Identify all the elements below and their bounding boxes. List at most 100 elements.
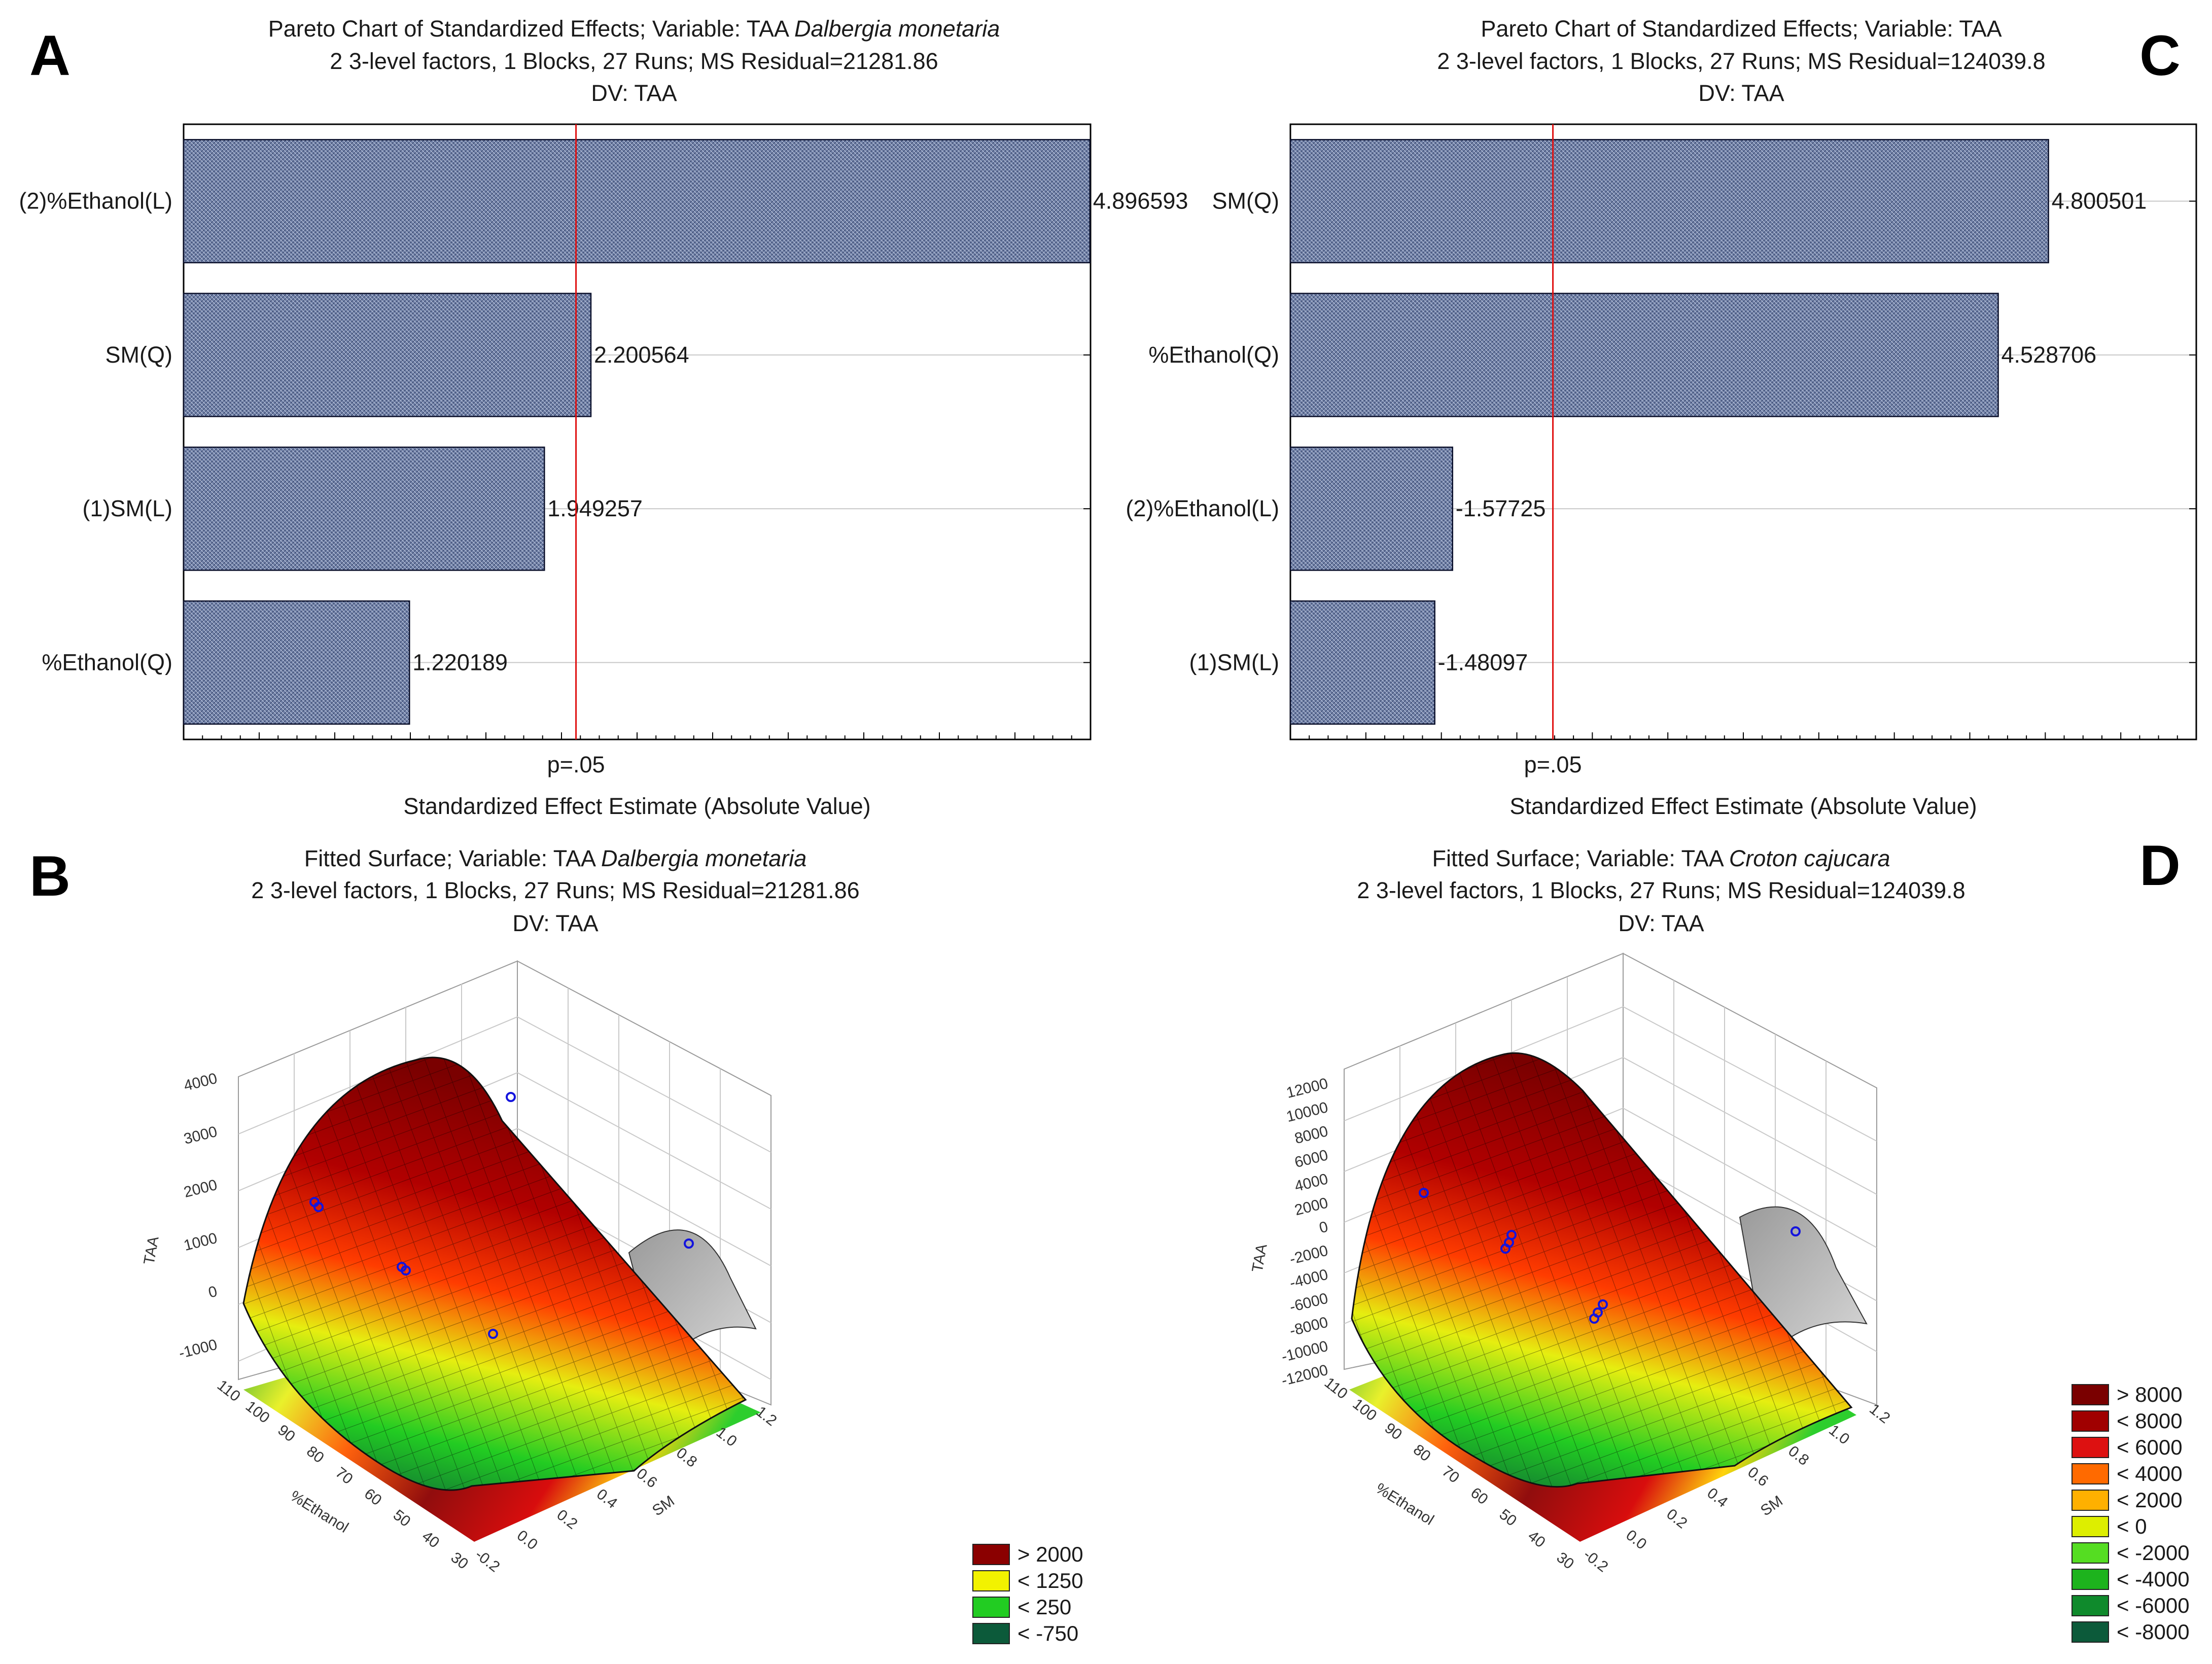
legend-swatch: [2071, 1595, 2109, 1616]
panel-letter-b: B: [29, 844, 71, 908]
tick-label: 0.2: [553, 1506, 580, 1533]
tick-label: 70: [1439, 1463, 1463, 1486]
data-point: [1598, 1299, 1608, 1309]
legend-swatch: [2071, 1621, 2109, 1643]
legend-swatch: [2071, 1542, 2109, 1564]
tick-label: 0.2: [1663, 1506, 1690, 1532]
panel-a-title-line2: 2 3-level factors, 1 Blocks, 27 Runs; MS…: [330, 48, 938, 74]
category-label: SM(Q): [1212, 188, 1279, 214]
category-label: SM(Q): [106, 342, 172, 368]
tick-label: -0.2: [472, 1546, 503, 1576]
legend-label: < -8000: [2117, 1620, 2190, 1644]
data-point: [1790, 1226, 1801, 1236]
surface-b-x-label: %Ethanol: [287, 1488, 351, 1536]
panel-b-title-line2: 2 3-level factors, 1 Blocks, 27 Runs; MS…: [251, 877, 859, 903]
significance-label: p=.05: [1524, 752, 1582, 777]
value-label: -1.48097: [1438, 649, 1528, 675]
surface-d-x-label: %Ethanol: [1373, 1480, 1436, 1529]
bar: [1289, 600, 1435, 725]
legend-label: < 8000: [2117, 1409, 2183, 1433]
data-point: [313, 1202, 324, 1212]
bar: [1289, 293, 1999, 417]
tick-label: 0: [207, 1283, 219, 1301]
panel-c-title-line3: DV: TAA: [1698, 80, 1784, 106]
bar: [1289, 139, 2049, 264]
tick-label: 12000: [1285, 1075, 1330, 1102]
tick-label: 30: [1554, 1549, 1577, 1573]
category-label: (1)SM(L): [83, 495, 173, 521]
surface-d-grid-lines: [1352, 1053, 1851, 1487]
bar: [183, 139, 1091, 264]
tick-label: 60: [1467, 1484, 1491, 1508]
panel-b-title-line1: Fitted Surface; Variable: TAA Dalbergia …: [304, 845, 807, 871]
legend-swatch: [2071, 1410, 2109, 1432]
panel-c-title-line1: Pareto Chart of Standardized Effects; Va…: [1481, 16, 2002, 42]
tick-label: 70: [332, 1464, 356, 1488]
panel-d-title-line2: 2 3-level factors, 1 Blocks, 27 Runs; MS…: [1357, 877, 1965, 903]
surface-b-data-points: [309, 1092, 694, 1339]
tick-label: 50: [1496, 1506, 1520, 1530]
legend-label: > 8000: [2117, 1383, 2183, 1406]
legend-label: < 4000: [2117, 1462, 2183, 1485]
panel-b: B Fitted Surface; Variable: TAA Dalbergi…: [29, 844, 1083, 1645]
bar: [183, 600, 410, 725]
legend-label: < 6000: [2117, 1435, 2183, 1459]
panel-c: C Pareto Chart of Standardized Effects; …: [1126, 16, 2197, 819]
tick-label: 0.4: [593, 1486, 620, 1512]
tick-label: 4000: [1293, 1171, 1330, 1195]
data-point: [401, 1265, 411, 1276]
category-label: %Ethanol(Q): [1148, 342, 1279, 368]
legend-swatch: [2071, 1490, 2109, 1511]
x-axis-label: Standardized Effect Estimate (Absolute V…: [1509, 793, 1977, 819]
tick-label: 1.2: [1866, 1401, 1893, 1427]
tick-label: 2000: [1293, 1194, 1330, 1219]
tick-label: 80: [303, 1443, 327, 1467]
value-label: 2.200564: [594, 342, 689, 368]
bar: [1289, 446, 1453, 571]
legend-label: < 1250: [1017, 1569, 1083, 1592]
data-point: [1419, 1188, 1429, 1198]
value-label: 4.896593: [1093, 188, 1188, 214]
surface-b-grid-lines: [243, 1057, 746, 1491]
legend-d: > 8000 < 8000< 6000 < 4000 < 2000< 0 < -2000…: [2071, 1383, 2190, 1644]
x-axis-label: Standardized Effect Estimate (Absolute V…: [403, 793, 870, 819]
panel-d-title-line1: Fitted Surface; Variable: TAA Croton caj…: [1432, 845, 1890, 871]
tick-label: -12000: [1280, 1362, 1330, 1390]
tick-label: 80: [1410, 1441, 1434, 1465]
panel-c-title-line2: 2 3-level factors, 1 Blocks, 27 Runs; MS…: [1437, 48, 2045, 74]
value-label: 1.949257: [547, 495, 643, 521]
tick-label: 110: [214, 1377, 243, 1405]
surface-b-y-label: SM: [649, 1493, 678, 1519]
legend-swatch: [2071, 1569, 2109, 1590]
tick-label: 90: [274, 1422, 298, 1445]
tick-label: 50: [390, 1506, 414, 1530]
category-label: (2)%Ethanol(L): [19, 188, 172, 214]
tick-label: 60: [361, 1485, 385, 1509]
tick-label: 0.4: [1704, 1484, 1731, 1511]
surface-b-z-label: TAA: [141, 1235, 162, 1266]
legend-label: < -750: [1017, 1621, 1078, 1645]
legend-swatch: [2071, 1463, 2109, 1484]
tick-label: 8000: [1293, 1123, 1330, 1147]
legend-label: < -6000: [2117, 1594, 2190, 1617]
pareto-chart-a: (2)%Ethanol(L) 4.896593 SM(Q) 2.200564 (1)SM…: [19, 123, 1188, 819]
legend-label: < 0: [2117, 1514, 2147, 1538]
legend-b: > 2000 < 1250 < 250< -750: [972, 1542, 1083, 1645]
bar: [183, 293, 592, 417]
tick-label: 0.8: [1785, 1443, 1812, 1469]
tick-label: 1.2: [753, 1403, 780, 1430]
tick-label: 0: [1318, 1218, 1330, 1236]
panel-d: D Fitted Surface; Variable: TAA Croton c…: [1249, 834, 2189, 1644]
data-point: [1589, 1314, 1599, 1324]
value-label: 4.800501: [2052, 188, 2147, 214]
legend-swatch: [972, 1597, 1010, 1618]
tick-label: 0.0: [514, 1527, 541, 1553]
legend-swatch: [2071, 1384, 2109, 1405]
panel-a: A Pareto Chart of Standardized Effects; …: [19, 16, 1188, 819]
category-label: (2)%Ethanol(L): [1126, 495, 1279, 521]
legend-label: < -2000: [2117, 1541, 2190, 1565]
panel-a-title-line3: DV: TAA: [591, 80, 677, 106]
